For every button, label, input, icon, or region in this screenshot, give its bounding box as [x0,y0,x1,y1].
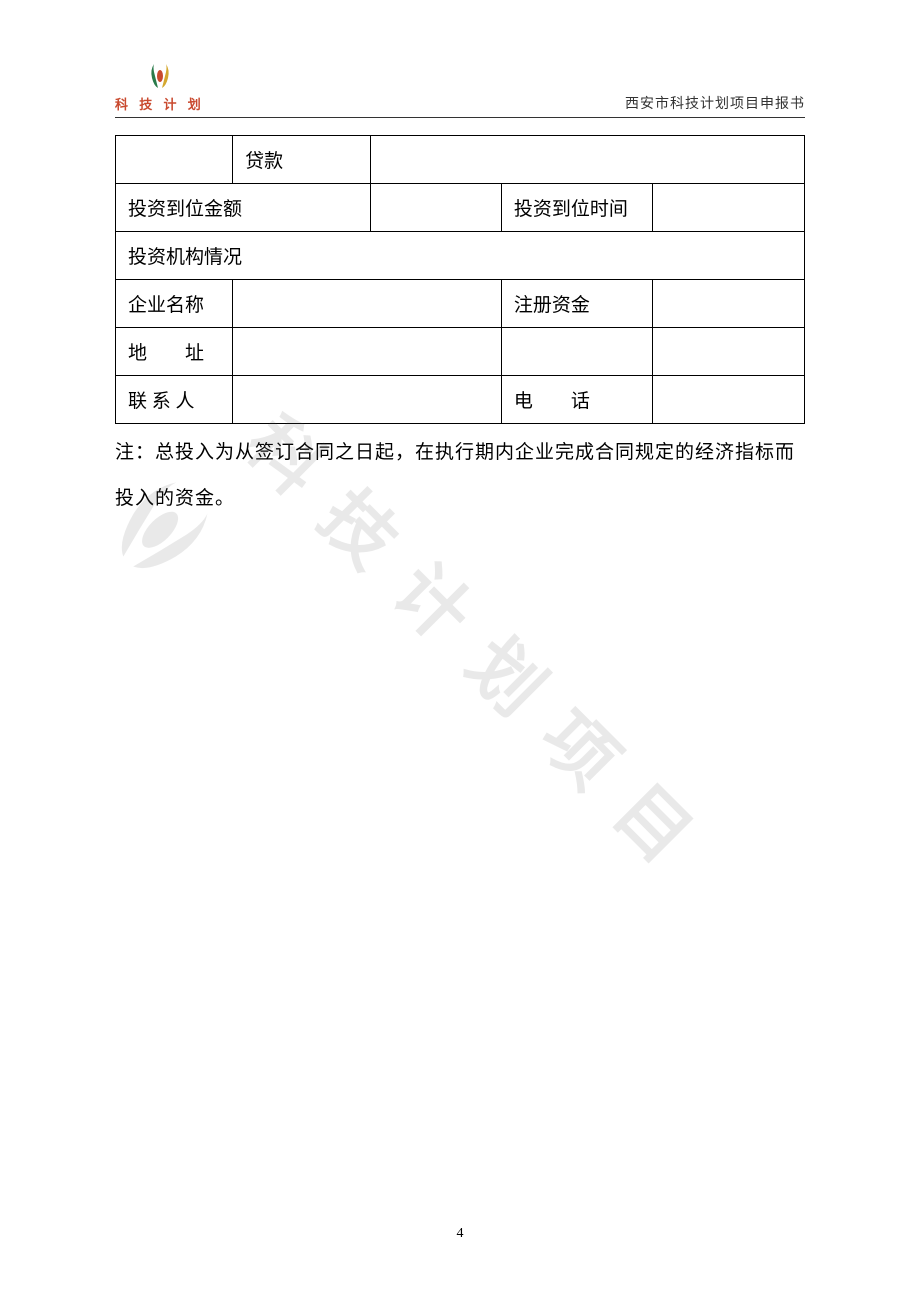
note-text: 注：总投入为从签订合同之日起，在执行期内企业完成合同规定的经济指标而投入的资金。 [115,430,805,521]
cell-investment-amount-label: 投资到位金额 [116,184,371,232]
form-table-container: 贷款 投资到位金额 投资到位时间 投资机构情况 企业名称 注册资金 地 址 联 … [115,135,805,424]
logo-text: 科 技 计 划 [115,94,205,113]
cell-investment-time-label: 投资到位时间 [501,184,653,232]
cell-investment-amount-value [370,184,501,232]
table-row: 企业名称 注册资金 [116,280,805,328]
logo: 科 技 计 划 [115,60,205,113]
cell-org-info-label: 投资机构情况 [116,232,805,280]
cell-phone-value [653,376,805,424]
page-number: 4 [0,1226,920,1242]
form-table: 贷款 投资到位金额 投资到位时间 投资机构情况 企业名称 注册资金 地 址 联 … [115,135,805,424]
cell-loan: 贷款 [233,136,371,184]
cell-value [370,136,804,184]
cell-company-name-value [233,280,502,328]
cell-empty [116,136,233,184]
logo-icon [144,60,176,92]
cell-company-name-label: 企业名称 [116,280,233,328]
cell-reg-capital-value [653,280,805,328]
cell-phone-label: 电 话 [501,376,653,424]
table-row: 投资机构情况 [116,232,805,280]
page-header: 科 技 计 划 西安市科技计划项目申报书 [115,60,805,118]
table-row: 投资到位金额 投资到位时间 [116,184,805,232]
cell-blank-label [501,328,653,376]
cell-contact-label: 联 系 人 [116,376,233,424]
header-title: 西安市科技计划项目申报书 [625,93,805,113]
cell-address-value [233,328,502,376]
table-row: 联 系 人 电 话 [116,376,805,424]
table-row: 贷款 [116,136,805,184]
cell-address-label: 地 址 [116,328,233,376]
cell-blank-value [653,328,805,376]
table-row: 地 址 [116,328,805,376]
cell-contact-value [233,376,502,424]
cell-reg-capital-label: 注册资金 [501,280,653,328]
cell-investment-time-value [653,184,805,232]
